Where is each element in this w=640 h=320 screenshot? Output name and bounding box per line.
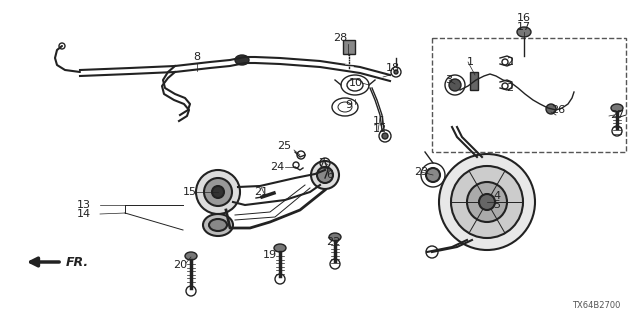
Circle shape	[546, 104, 556, 114]
Circle shape	[479, 194, 495, 210]
Text: 19: 19	[263, 250, 277, 260]
Circle shape	[382, 133, 388, 139]
Circle shape	[317, 167, 333, 183]
Text: 23: 23	[414, 167, 428, 177]
Circle shape	[439, 154, 535, 250]
Ellipse shape	[274, 244, 286, 252]
Circle shape	[196, 170, 240, 214]
Text: 6: 6	[326, 170, 333, 180]
Text: 21: 21	[254, 187, 268, 197]
Text: 2: 2	[506, 57, 513, 67]
Text: 4: 4	[493, 191, 500, 201]
Ellipse shape	[235, 55, 249, 65]
Bar	[343, 40, 355, 54]
Text: 8: 8	[193, 52, 200, 62]
Circle shape	[204, 178, 232, 206]
Text: 7: 7	[319, 158, 326, 168]
Text: 9: 9	[346, 100, 353, 110]
Text: FR.: FR.	[66, 255, 89, 268]
Text: 27: 27	[610, 110, 624, 120]
Ellipse shape	[329, 233, 341, 241]
Circle shape	[449, 79, 461, 91]
Text: 1: 1	[467, 57, 474, 67]
Text: 16: 16	[517, 13, 531, 23]
Ellipse shape	[209, 219, 227, 231]
Circle shape	[311, 161, 339, 189]
Text: 15: 15	[183, 187, 197, 197]
Text: 18: 18	[386, 63, 400, 73]
Text: 14: 14	[77, 209, 91, 219]
Text: 24: 24	[270, 162, 284, 172]
Text: 12: 12	[373, 124, 387, 134]
Circle shape	[212, 186, 224, 198]
Text: 13: 13	[77, 200, 91, 210]
Circle shape	[394, 70, 398, 74]
Ellipse shape	[203, 214, 233, 236]
Text: 26: 26	[551, 105, 565, 115]
Text: 28: 28	[333, 33, 347, 43]
Text: 11: 11	[373, 116, 387, 126]
Ellipse shape	[517, 27, 531, 37]
Circle shape	[451, 166, 523, 238]
Text: 5: 5	[493, 200, 500, 210]
Bar	[470, 72, 478, 90]
Bar	[432, 38, 626, 152]
Circle shape	[467, 182, 507, 222]
Text: 22: 22	[326, 237, 340, 247]
Text: 25: 25	[277, 141, 291, 151]
Text: 17: 17	[517, 22, 531, 32]
Text: 2: 2	[506, 83, 513, 93]
Circle shape	[426, 168, 440, 182]
Text: 10: 10	[349, 78, 363, 88]
Ellipse shape	[185, 252, 197, 260]
Text: 20: 20	[173, 260, 187, 270]
Ellipse shape	[611, 104, 623, 112]
Text: 3: 3	[445, 75, 452, 85]
Text: TX64B2700: TX64B2700	[572, 301, 620, 310]
